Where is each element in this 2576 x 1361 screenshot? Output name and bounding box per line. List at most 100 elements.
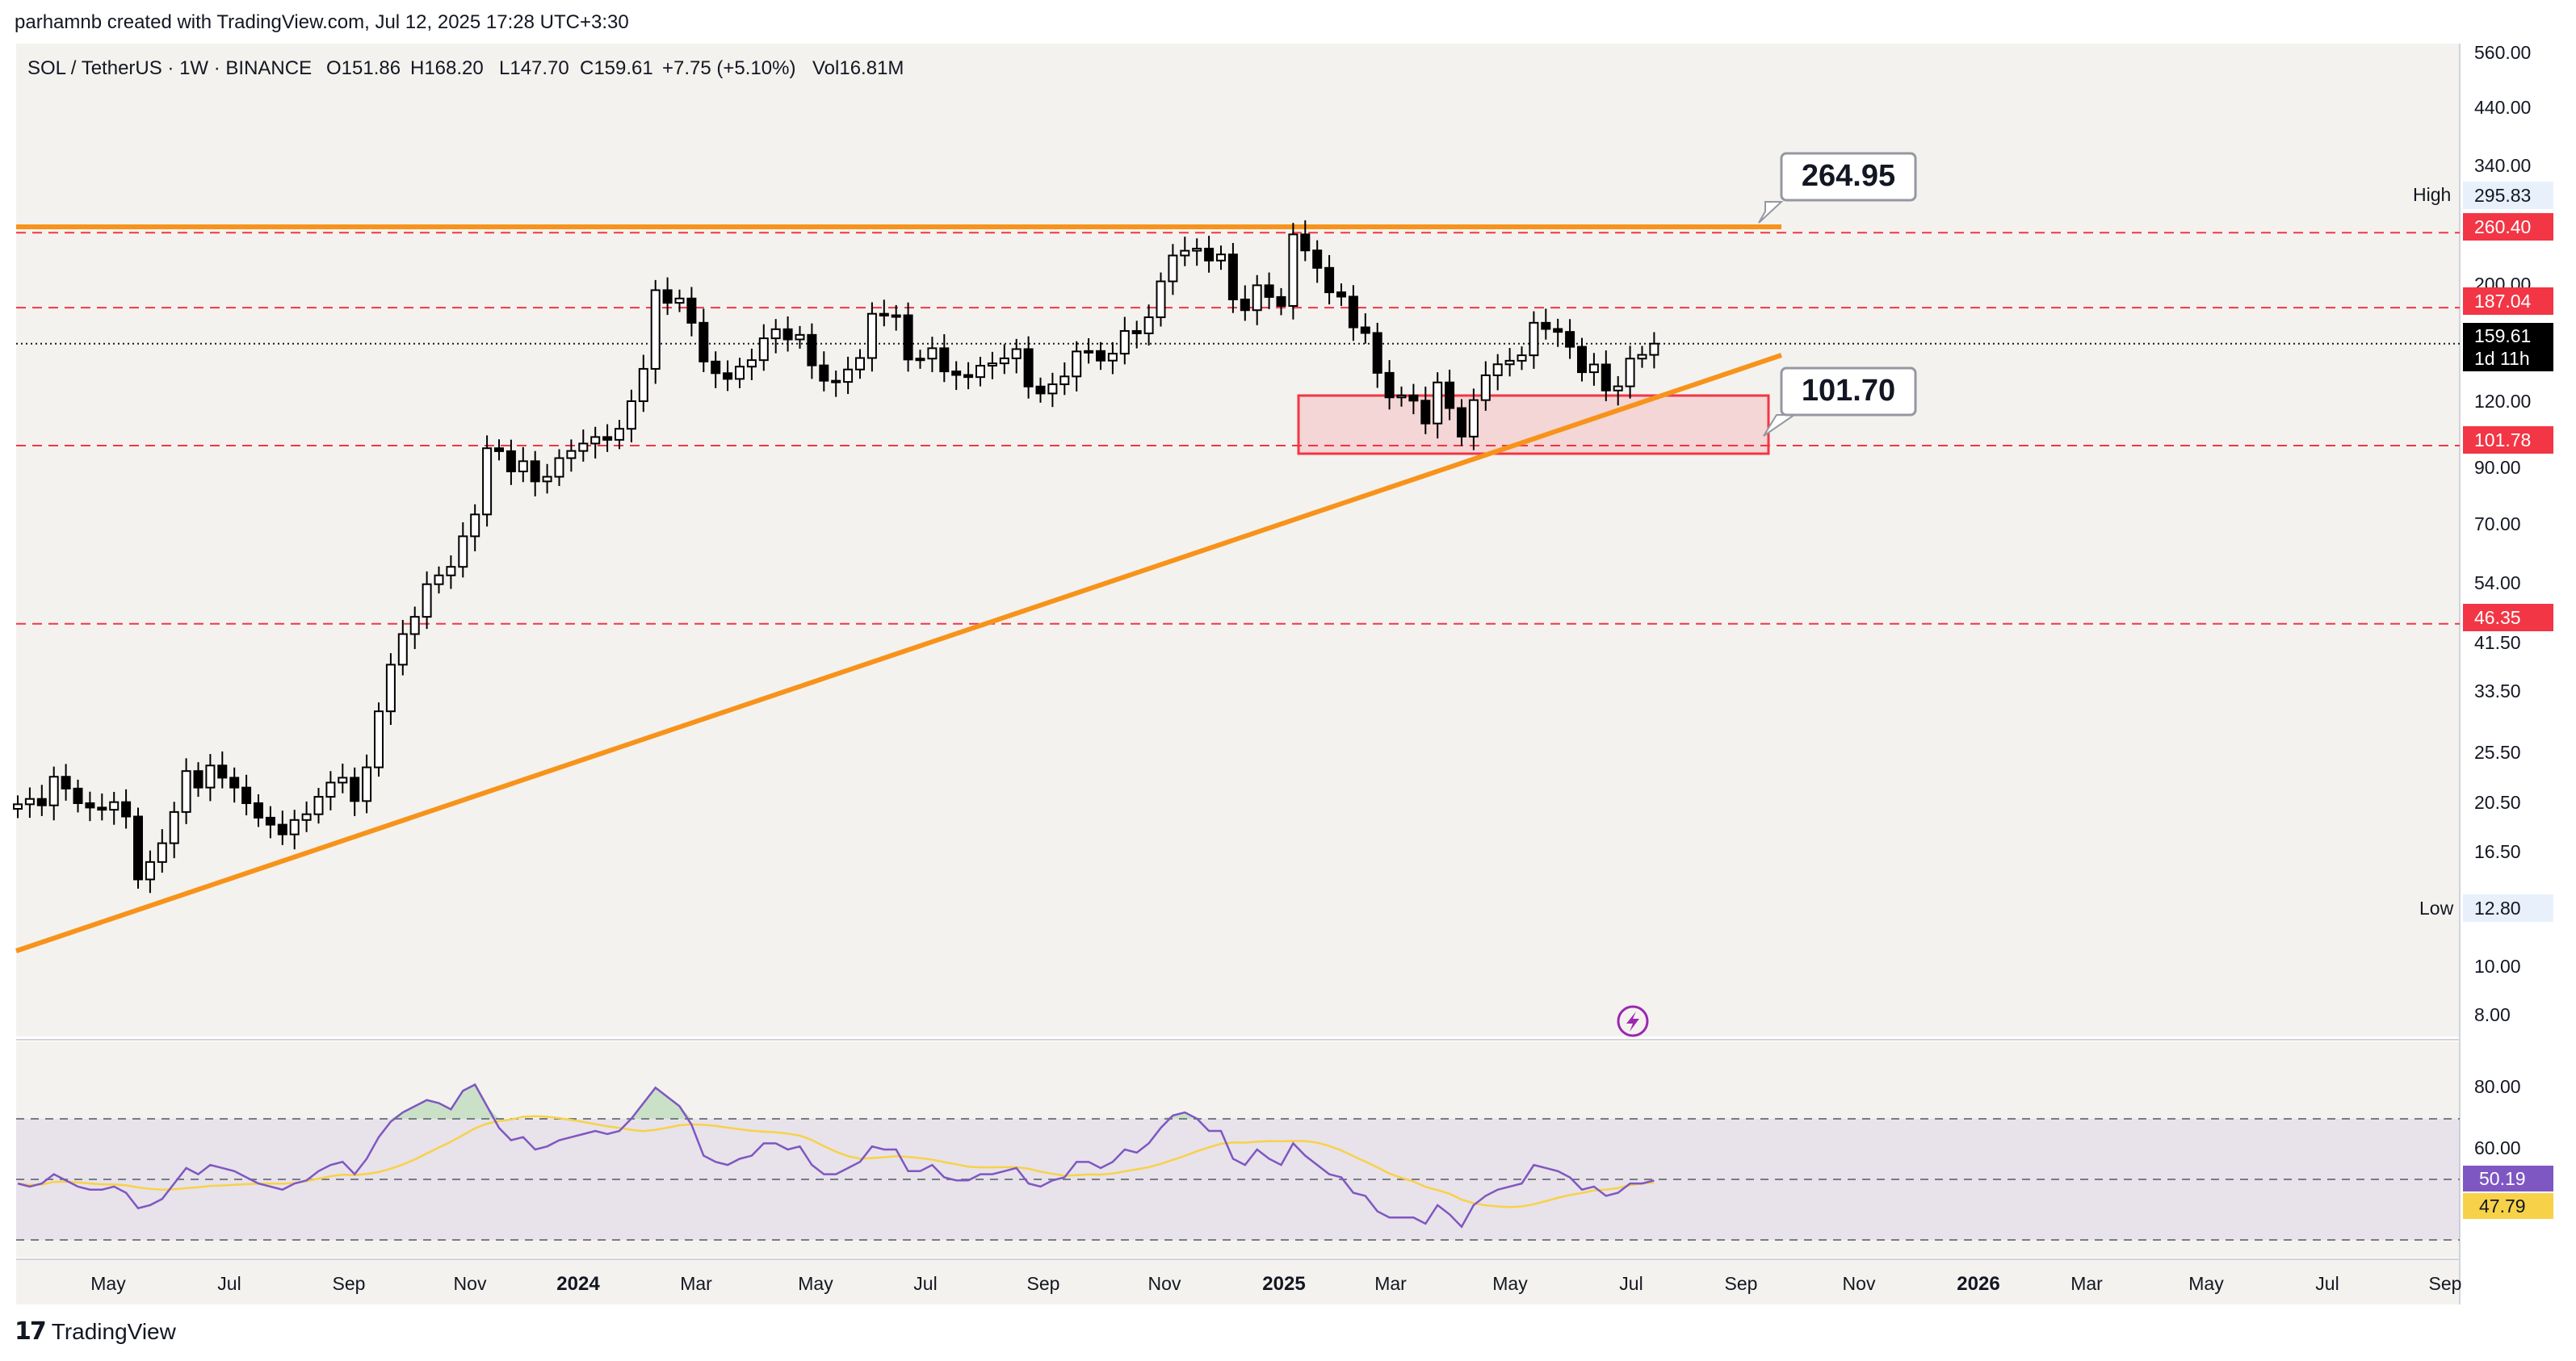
candle-body [855, 357, 865, 371]
candle-body [1072, 350, 1082, 378]
support-zone[interactable] [1297, 394, 1770, 455]
time-tick: Nov [1843, 1273, 1876, 1294]
candle-body [1433, 381, 1443, 425]
rsi-overbought-fill [18, 1084, 1655, 1119]
candle-body [506, 450, 516, 473]
time-tick: Jul [913, 1273, 937, 1294]
candle [1601, 350, 1611, 401]
candle-body [1588, 363, 1599, 374]
candle-body [73, 787, 83, 804]
candle [1577, 337, 1587, 382]
header-symbol: SOL / TetherUS · 1W · BINANCE [27, 57, 312, 79]
candle [1457, 399, 1466, 446]
trendline[interactable] [15, 353, 1782, 953]
callout-bottom[interactable]: 101.70 [1763, 366, 1917, 437]
candle [1408, 383, 1419, 415]
candle-body [915, 358, 925, 362]
candle [458, 521, 468, 578]
time-axis-area[interactable] [16, 1259, 2460, 1304]
candle-body [1011, 348, 1022, 359]
rsi-tick: 80.00 [2474, 1076, 2521, 1097]
rsi-pane[interactable] [16, 1041, 2460, 1258]
candle-body [674, 297, 685, 304]
candle-body [578, 442, 589, 452]
candle-body [301, 813, 312, 821]
candle [1011, 338, 1022, 374]
candle-body [1492, 363, 1503, 376]
candle-body [229, 777, 240, 789]
candle-body [397, 633, 408, 666]
level-badge-187 [2463, 287, 2553, 315]
candle-body [48, 776, 59, 806]
candle [530, 450, 540, 496]
price-axis-area[interactable] [2460, 44, 2560, 1258]
candle [975, 357, 985, 387]
time-tick: Mar [2070, 1273, 2103, 1294]
candle-body [1096, 350, 1105, 362]
candle [987, 351, 997, 379]
candle-body [542, 475, 552, 483]
time-tick: Jul [1619, 1273, 1643, 1294]
candle [723, 360, 733, 392]
candle-body [1119, 329, 1130, 355]
candle [711, 351, 721, 388]
candle-body [1517, 354, 1527, 362]
candle [578, 429, 589, 462]
candle [1396, 386, 1407, 407]
candle-body [1396, 394, 1407, 399]
header-close: C159.61 [580, 57, 653, 79]
candle-body [999, 357, 1009, 365]
callout-top[interactable]: 264.95 [1758, 152, 1917, 224]
candle-body [1084, 350, 1094, 354]
candle-body [1312, 249, 1323, 269]
candle-body [1192, 247, 1202, 252]
candle [638, 354, 648, 412]
candle [879, 299, 889, 327]
candle-body [1529, 321, 1539, 357]
candle-body [951, 371, 962, 376]
candle-body [638, 367, 648, 403]
candle-body [1047, 383, 1058, 395]
candle [1348, 285, 1358, 341]
price-tick: 16.50 [2474, 841, 2521, 862]
candle-body [735, 366, 745, 380]
candle [699, 308, 709, 373]
level-value-101: 101.78 [2474, 429, 2531, 450]
header-high: H168.20 [410, 57, 484, 79]
candle [1312, 240, 1323, 283]
candle-body [1637, 354, 1647, 360]
level-badge-260 [2463, 213, 2553, 241]
candle [13, 795, 23, 819]
candle-body [241, 786, 252, 804]
time-axis[interactable]: May Jul Sep Nov 2024 Mar May Jul Sep Nov… [90, 1273, 2461, 1295]
candle [927, 337, 938, 373]
candle [325, 771, 336, 810]
candle [903, 302, 913, 372]
candle-body [458, 535, 468, 568]
candle [434, 566, 444, 594]
candle [518, 446, 528, 483]
candle [1492, 354, 1503, 391]
candle [1300, 220, 1311, 262]
tradingview-logo[interactable]: 17 TradingView [15, 1317, 176, 1346]
candle-body [602, 436, 613, 441]
time-tick: Sep [2429, 1273, 2462, 1294]
candle-body [145, 861, 155, 881]
candle [1119, 316, 1130, 365]
price-tick: 70.00 [2474, 513, 2521, 534]
candle [482, 435, 493, 527]
rsi-tick: 60.00 [2474, 1137, 2521, 1158]
candle [1216, 245, 1226, 270]
candle-body [662, 289, 673, 304]
candle [494, 439, 504, 461]
candle-body [1324, 266, 1335, 294]
lightning-icon[interactable] [1617, 1005, 1649, 1037]
candle-body [350, 777, 360, 802]
rsi-layer [17, 1083, 1655, 1229]
candle-body [746, 359, 757, 368]
candle-body [169, 810, 179, 844]
candle-body [963, 374, 974, 379]
high-value: 295.83 [2474, 185, 2531, 206]
candle [735, 358, 745, 388]
